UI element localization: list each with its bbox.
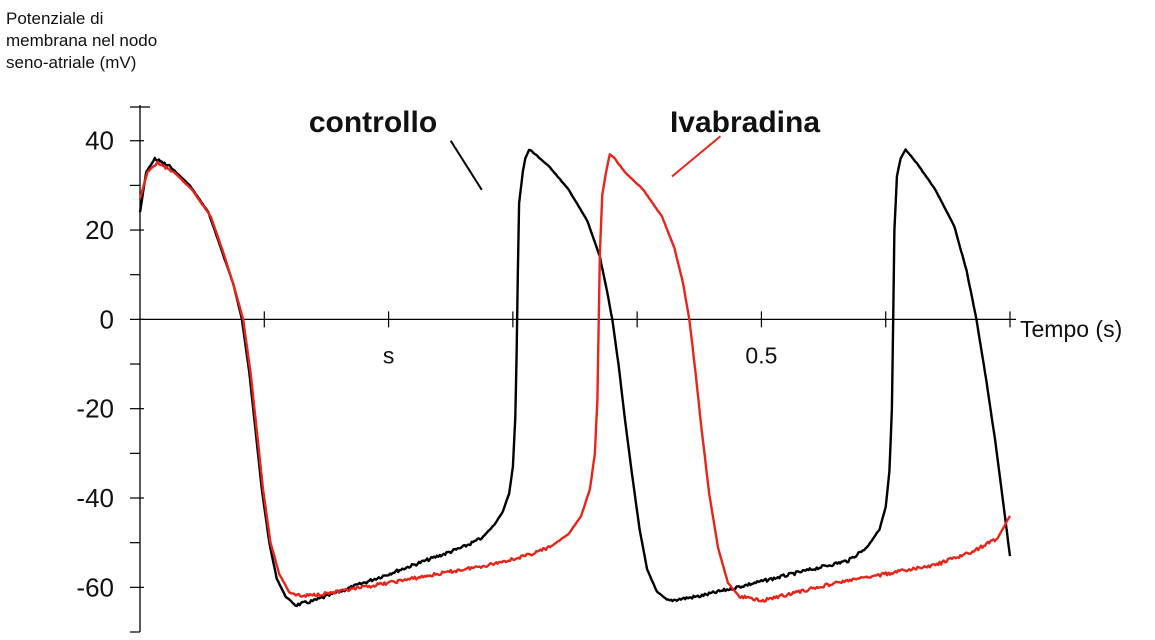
y-axis-label-line-1: Potenziale di (6, 9, 104, 28)
y-tick-label: -20 (76, 394, 114, 424)
axes: -60 -40 -20 0 20 40 s 0.5 (76, 105, 1016, 633)
x-axis-label: Tempo (s) (1020, 316, 1122, 342)
y-tick-label: -40 (76, 483, 114, 513)
y-axis-label-line-2: membrana nel nodo (6, 31, 158, 50)
annotation-label-controllo: controllo (309, 106, 437, 139)
annotation-label-ivabradina: Ivabradina (670, 106, 820, 139)
y-tick-label: 0 (100, 304, 114, 334)
annotations: controllo Ivabradina (309, 106, 820, 191)
annotation-pointer-controllo (449, 140, 483, 191)
y-tick-label: 20 (85, 215, 114, 245)
annotation-pointer-ivabradina (671, 135, 722, 178)
y-tick-label: 40 (85, 126, 114, 156)
y-axis-label-line-3: seno-atriale (mV) (6, 53, 137, 72)
series-line-controllo (138, 148, 1012, 608)
series-lines (138, 148, 1012, 608)
x-tick-label: s (383, 342, 395, 368)
y-tick-label: -60 (76, 572, 114, 602)
series-line-ivabradina (138, 153, 1012, 603)
x-tick-label: 0.5 (745, 342, 777, 368)
